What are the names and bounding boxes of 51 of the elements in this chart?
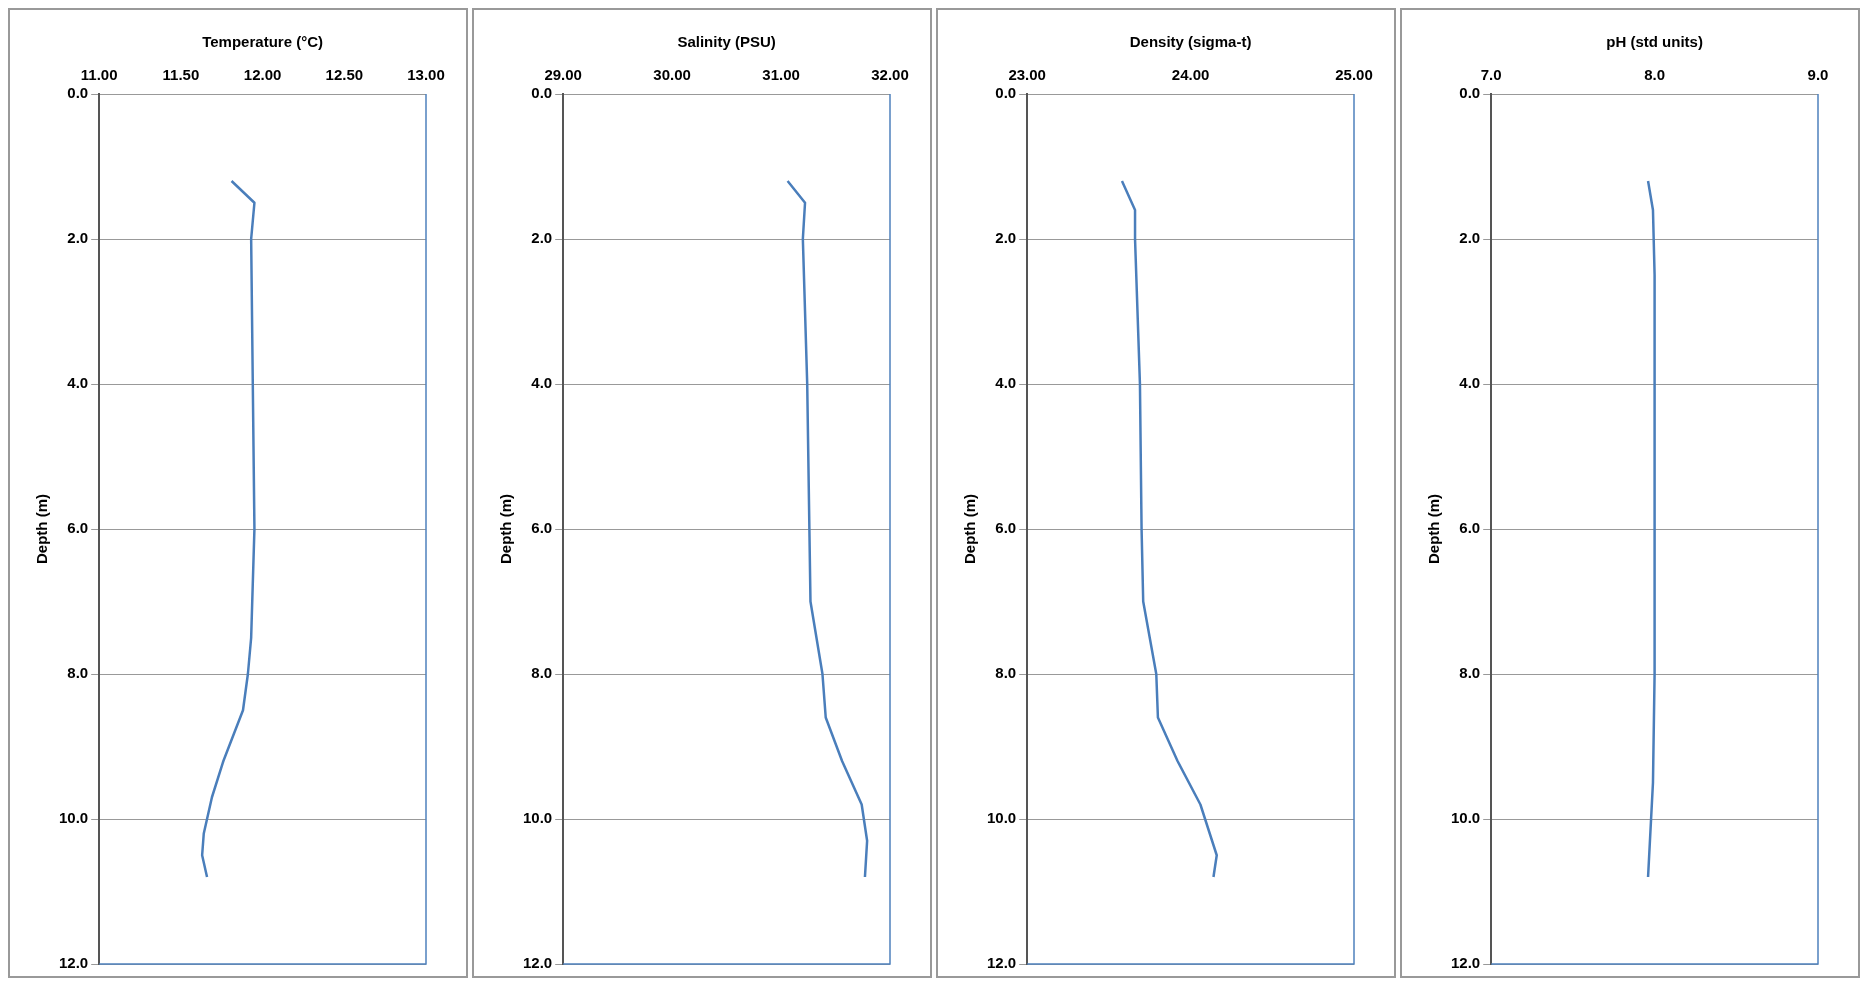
y-tick-label: 2.0 [67,229,89,247]
y-tick-label: 4.0 [1459,374,1481,392]
x-tick-label: 23.00 [1008,66,1046,84]
y-tick-label: 12.0 [1450,954,1481,972]
y-tick-label: 6.0 [995,519,1017,537]
x-tick-label: 24.00 [1171,66,1210,84]
x-tick-label: 29.00 [544,66,582,84]
y-axis-title: Depth (m) [1425,494,1443,564]
x-tick-label: 32.00 [871,66,909,84]
x-tick-label: 30.00 [653,66,691,84]
x-tick-label: 25.00 [1335,66,1373,84]
x-tick-label: 8.0 [1644,66,1666,84]
y-tick-label: 8.0 [995,664,1017,682]
y-axis-title: Depth (m) [33,494,51,564]
y-tick-label: 10.0 [522,809,553,827]
x-tick-label: 7.0 [1480,66,1502,84]
y-tick-label: 6.0 [531,519,553,537]
y-tick-label: 12.0 [58,954,89,972]
y-tick-label: 4.0 [67,374,89,392]
y-tick-label: 4.0 [531,374,553,392]
y-tick-label: 0.0 [531,84,553,102]
y-tick-label: 12.0 [986,954,1017,972]
x-axis-title: Salinity (PSU) [677,33,776,51]
y-tick-label: 12.0 [522,954,553,972]
x-tick-label: 11.00 [80,66,118,84]
x-axis-title: Density (sigma-t) [1129,33,1252,51]
y-tick-label: 0.0 [67,84,89,102]
y-tick-label: 10.0 [986,809,1017,827]
y-tick-label: 10.0 [1450,809,1481,827]
y-tick-label: 6.0 [67,519,89,537]
y-tick-label: 10.0 [58,809,89,827]
y-tick-label: 8.0 [531,664,553,682]
y-tick-label: 2.0 [995,229,1017,247]
y-tick-label: 8.0 [67,664,89,682]
x-axis-title: Temperature (°C) [202,33,323,51]
y-axis-title: Depth (m) [497,494,515,564]
x-tick-label: 11.50 [162,66,200,84]
y-tick-label: 4.0 [995,374,1017,392]
y-axis-title: Depth (m) [961,494,979,564]
y-tick-label: 0.0 [995,84,1017,102]
x-tick-label: 31.00 [762,66,800,84]
x-tick-label: 9.0 [1807,66,1829,84]
y-tick-label: 0.0 [1459,84,1481,102]
y-tick-label: 8.0 [1459,664,1481,682]
x-tick-label: 12.00 [243,66,282,84]
y-tick-label: 2.0 [1459,229,1481,247]
x-tick-label: 13.00 [407,66,445,84]
y-tick-label: 2.0 [531,229,553,247]
x-axis-title: pH (std units) [1606,33,1703,51]
y-tick-label: 6.0 [1459,519,1481,537]
x-tick-label: 12.50 [325,66,364,84]
